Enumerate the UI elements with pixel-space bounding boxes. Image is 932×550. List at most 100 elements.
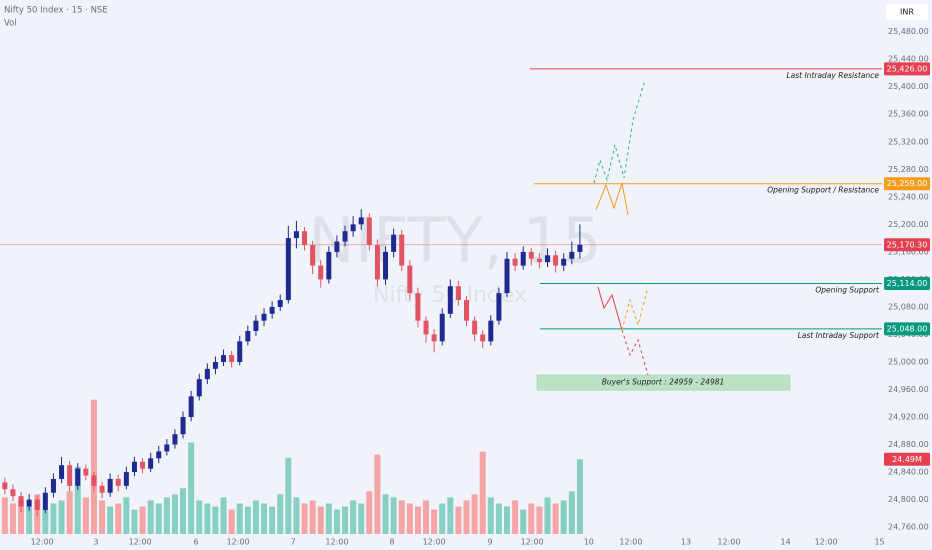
candle-body [366,217,372,245]
candle-body [326,251,332,280]
level-label: Last Intraday Resistance [786,71,879,80]
candle-body [67,465,73,486]
candle-body [34,499,40,510]
y-tick-label: 25,320.00 [888,137,929,146]
level-tag-label: 25,259.00 [887,179,928,188]
candle-body [212,361,218,369]
candle-body [253,320,259,331]
level-tag-label: 25,048.00 [887,324,928,333]
candle-body [261,313,267,321]
volume-bar [244,506,251,534]
candle-body [334,241,340,252]
candle-body [245,330,251,342]
volume-bar [107,506,114,534]
candle-body [285,238,291,301]
x-tick-label: 12:00 [129,538,152,547]
candle-body [83,468,89,476]
volume-bar [528,503,535,534]
x-tick-label: 3 [93,538,98,547]
currency-box[interactable] [886,4,928,20]
x-tick-label: 12:00 [619,538,642,547]
candle-body [455,286,461,301]
candle-body [188,396,194,418]
candle-body [536,258,542,263]
volume-bar [325,503,332,534]
volume-bar [471,494,478,534]
candle-body [99,485,105,493]
y-tick-label: 24,920.00 [888,413,929,422]
x-tick-label: 12:00 [31,538,54,547]
candle-body [229,355,235,362]
y-tick-label: 24,840.00 [888,468,929,477]
candle-body [123,472,129,486]
volume-bar [277,494,284,534]
volume-bar [487,497,494,534]
level-tag-label: 25,114.00 [887,279,928,288]
x-tick-label: 6 [193,538,198,547]
volume-bar [261,503,268,534]
candle-body [237,341,243,362]
volume-bar [74,466,81,534]
volume-bar [374,454,381,534]
volume-bar [50,503,57,534]
volume-bar [568,491,575,534]
volume-bar [180,488,187,534]
volume-bar [139,506,146,534]
x-tick-label: 9 [487,538,492,547]
volume-bar [520,509,527,534]
volume-bar [236,503,243,534]
volume-bar [188,442,195,534]
volume-bar [228,509,235,534]
candle-body [553,255,559,266]
volume-bar [512,500,519,534]
volume-bar [536,506,543,534]
volume-bar [115,503,122,534]
candle-body [577,244,583,252]
candle-body [407,265,413,294]
candle-body [318,265,324,280]
volume-bar [333,509,340,534]
y-tick-label: 25,400.00 [888,82,929,91]
volume-bar [414,506,421,534]
level-label: Opening Support / Resistance [767,186,879,195]
volume-bar [504,506,511,534]
volume-bar [293,497,300,534]
volume-bar [42,509,49,534]
volume-tag-label: 24.49M [892,455,922,464]
volume-bar [560,500,567,534]
volume-bar [398,500,405,534]
zone-label: Buyer's Support : 24959 - 24981 [602,378,725,387]
volume-bar [309,500,316,534]
volume-bar [220,497,227,534]
candle-body [26,499,32,507]
level-label: Opening Support [815,286,880,295]
x-tick-label: 7 [291,538,296,547]
x-tick-label: 12:00 [227,538,250,547]
candle-body [374,244,380,280]
candle-body [512,258,518,266]
volume-bar [58,500,65,534]
breakdown-projection [621,329,649,376]
candle-body [293,231,299,239]
x-tick-label: 12:00 [717,538,740,547]
volume-bar [495,503,502,534]
candle-body [180,417,186,435]
y-tick-label: 24,760.00 [888,523,929,532]
candle-body [2,482,8,490]
buyers-zone [536,374,791,391]
volume-bar [544,497,551,534]
axes: 24,760.00 24,800.00 24,840.00 24,880.00 24,9… [31,27,930,547]
candle-body [342,231,348,242]
candle-body [196,379,202,397]
level-tag [884,322,930,336]
candle-body [423,320,429,335]
candle-body [91,475,97,486]
candle-body [358,217,364,225]
y-tick-label: 25,480.00 [888,27,929,36]
volume-bar [479,451,486,534]
y-tick-label: 25,200.00 [888,220,929,229]
plot: Buyer's Support : 24959 - 24981 Last Intr… [0,68,882,534]
volume-bar [358,503,365,534]
currency[interactable]: INR [900,8,914,17]
